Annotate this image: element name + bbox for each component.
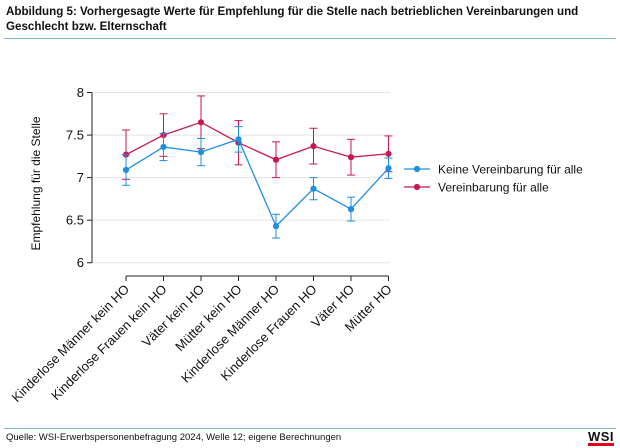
y-tick-label: 6.5	[66, 213, 84, 228]
data-point	[385, 150, 392, 157]
data-point	[347, 154, 355, 161]
wsi-logo: WSI	[587, 429, 614, 446]
source-note: Quelle: WSI-Erwerbspersonenbefragung 202…	[6, 432, 342, 443]
x-tick-label: Mütter kein HO	[172, 282, 244, 354]
data-point	[310, 143, 317, 150]
data-point	[347, 206, 355, 213]
bottom-rule	[4, 428, 616, 429]
y-tick-label: 7.5	[66, 128, 84, 143]
chart: 6 6.5 7 7.5 8 Kinderlose Männer kein HOKinde…	[9, 85, 584, 405]
data-point	[310, 185, 317, 192]
y-axis: 6 6.5 7 7.5 8	[66, 85, 93, 270]
y-axis-title: Empfehlung für die Stelle	[29, 116, 43, 250]
legend-label: Keine Vereinbarung für alle	[438, 163, 583, 177]
data-point	[272, 156, 280, 163]
data-point	[197, 148, 205, 156]
data-point	[197, 119, 205, 126]
y-tick-label: 7	[77, 170, 84, 185]
series-0	[122, 126, 393, 239]
legend-swatch-marker	[413, 183, 421, 191]
data-point	[160, 143, 167, 151]
data-point	[235, 136, 242, 143]
data-point	[385, 165, 392, 172]
data-point	[272, 223, 280, 230]
legend: Keine Vereinbarung für alle Vereinbarung …	[404, 163, 583, 195]
series-line	[125, 121, 389, 161]
series-layer	[122, 95, 393, 239]
figure-caption: Abbildung 5: Vorhergesagte Werte für Emp…	[6, 5, 579, 33]
grid-layer	[92, 92, 390, 264]
data-point	[122, 166, 130, 174]
y-tick-label: 8	[77, 85, 84, 100]
y-tick-label: 6	[77, 255, 84, 270]
series-1	[122, 95, 393, 180]
top-rule	[4, 38, 616, 39]
series-line	[125, 138, 389, 228]
legend-swatch-marker	[413, 165, 421, 173]
legend-label: Vereinbarung für alle	[438, 181, 549, 195]
